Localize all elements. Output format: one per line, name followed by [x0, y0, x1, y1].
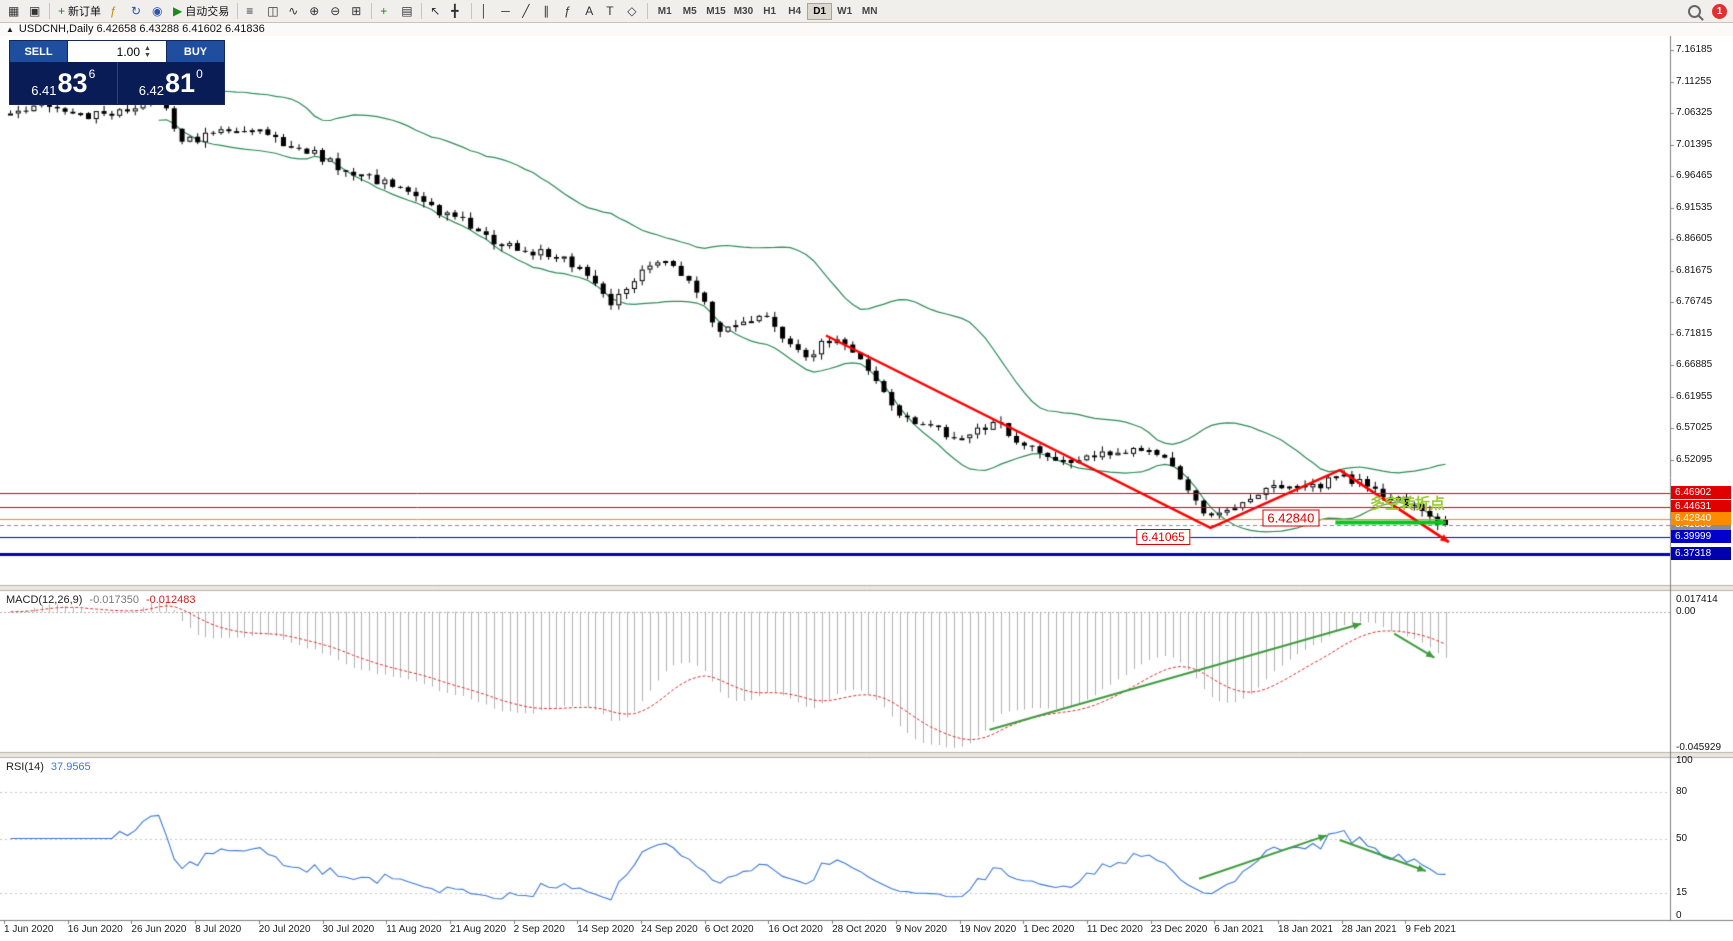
toolbar-separator: [647, 3, 649, 19]
fibonacci-icon: ƒ: [564, 4, 571, 18]
shapes-tool-icon: ◇: [627, 4, 637, 18]
price-line-label[interactable]: 6.37318: [1671, 546, 1731, 560]
sell-price-pips: 83: [57, 68, 88, 98]
templates-icon: ▤: [401, 4, 413, 18]
profiles-icon: ▣: [29, 4, 41, 18]
trendline-icon: ╱: [522, 4, 530, 18]
timeframe-button[interactable]: D1: [807, 2, 833, 20]
toolbar: ▦ ▣ + 新订单 ƒ ↻ ◉ ▶ 自动交易 ≡ ◫ ∿ ⊕ ⊖ ⊞ + ▤ ↖…: [0, 0, 1733, 23]
chart-collapse-icon: ▲: [6, 24, 14, 34]
new-order-button[interactable]: + 新订单: [54, 2, 105, 20]
channel-icon: ∥: [543, 4, 550, 18]
shapes-tool-button[interactable]: ◇: [623, 2, 643, 20]
spinner-up-icon[interactable]: ▲: [144, 44, 151, 52]
toolbar-separator: [371, 3, 373, 19]
buy-price[interactable]: 6.42 81 0: [118, 62, 225, 104]
auto-trading-label: 自动交易: [185, 6, 230, 18]
candlestick-icon: ◫: [267, 4, 279, 18]
line-chart-button[interactable]: ∿: [284, 2, 304, 20]
crosshair-icon: ╋: [451, 4, 459, 18]
indicator-window-button[interactable]: ƒ: [106, 2, 126, 20]
zoom-in-button[interactable]: ⊕: [305, 2, 325, 20]
buy-price-pips: 81: [165, 68, 196, 98]
templates-button[interactable]: ▤: [397, 2, 417, 20]
zoom-out-button[interactable]: ⊖: [326, 2, 346, 20]
candlestick-button[interactable]: ◫: [263, 2, 283, 20]
vertical-line-icon: │: [480, 4, 488, 18]
timeframe-button[interactable]: M5: [677, 3, 702, 20]
channel-button[interactable]: ∥: [539, 2, 559, 20]
timeframe-button[interactable]: H4: [782, 3, 807, 20]
volume-spinner[interactable]: ▲ ▼: [142, 45, 153, 59]
label-tool-button[interactable]: T: [602, 2, 622, 20]
toolbar-separator: [49, 3, 50, 19]
price-line-label[interactable]: 6.46902: [1671, 485, 1731, 499]
line-chart-icon: ∿: [288, 4, 299, 18]
add-indicator-button[interactable]: +: [376, 2, 396, 20]
new-chart-icon: ▦: [8, 4, 20, 18]
auto-trading-button[interactable]: ▶ 自动交易: [169, 2, 233, 20]
buy-button[interactable]: BUY: [166, 41, 224, 62]
alerts-button[interactable]: ◉: [148, 2, 168, 20]
price-annotation-level[interactable]: 6.42840: [1262, 509, 1320, 527]
cursor-icon: ↖: [430, 4, 441, 18]
alerts-icon: ◉: [152, 4, 163, 18]
toolbar-separator: [421, 3, 423, 19]
one-click-trading-panel: SELL ▲▼ BUY 6.41 83 6 6.42 81 0: [9, 40, 225, 105]
timeframe-button[interactable]: M15: [702, 3, 729, 20]
tile-windows-button[interactable]: ⊞: [347, 2, 367, 20]
new-order-icon: +: [58, 4, 66, 18]
price-line-label[interactable]: 6.44631: [1671, 500, 1731, 514]
buy-price-point: 0: [196, 67, 203, 81]
profiles-button[interactable]: ▣: [25, 2, 45, 20]
indicator-window-icon: ƒ: [110, 4, 117, 18]
bar-chart-icon: ≡: [246, 4, 254, 18]
bar-chart-button[interactable]: ≡: [242, 2, 262, 20]
history-icon: ↻: [131, 4, 142, 18]
sell-button[interactable]: SELL: [10, 41, 68, 62]
sell-price-big: 6.41: [31, 83, 57, 98]
volume-field: ▲▼: [68, 41, 166, 62]
zoom-in-icon: ⊕: [309, 4, 320, 18]
zoom-out-icon: ⊖: [330, 4, 341, 18]
timeframe-button[interactable]: H1: [757, 3, 782, 20]
timeframe-button[interactable]: M30: [730, 3, 757, 20]
timeframe-button[interactable]: W1: [832, 3, 857, 20]
timeframe-button[interactable]: M1: [652, 3, 677, 20]
cursor-tool-button[interactable]: ↖: [426, 2, 446, 20]
toolbar-separator: [237, 3, 239, 19]
chart-title-bar: ▲ USDCNH,Daily 6.42658 6.43288 6.41602 6…: [0, 22, 1733, 36]
trendline-button[interactable]: ╱: [518, 2, 538, 20]
notification-badge: 1: [1712, 3, 1727, 19]
price-annotation-low[interactable]: 6.41065: [1136, 528, 1190, 545]
history-center-button[interactable]: ↻: [127, 2, 147, 20]
volume-input[interactable]: [68, 43, 142, 60]
text-tool-button[interactable]: A: [581, 2, 601, 20]
timeframe-button[interactable]: MN: [857, 3, 882, 20]
fibonacci-button[interactable]: ƒ: [560, 2, 580, 20]
tile-windows-icon: ⊞: [351, 4, 362, 18]
timeframe-group: M1 M5 M15 M30 H1 H4 D1 W1 MN: [652, 2, 882, 20]
sell-price[interactable]: 6.41 83 6: [10, 62, 118, 104]
chart-title: USDCNH,Daily 6.42658 6.43288 6.41602 6.4…: [18, 23, 265, 35]
search-icon[interactable]: [1688, 4, 1701, 18]
buy-price-big: 6.42: [138, 83, 165, 98]
crosshair-tool-button[interactable]: ╋: [447, 2, 467, 20]
price-line-label[interactable]: 6.39999: [1671, 529, 1731, 543]
toolbar-separator: [471, 3, 473, 19]
turning-point-annotation[interactable]: 多空转折点: [1369, 495, 1445, 513]
new-order-label: 新订单: [68, 6, 102, 18]
label-tool-icon: T: [606, 4, 614, 18]
horizontal-line-button[interactable]: ─: [497, 2, 517, 20]
horizontal-line-icon: ─: [501, 4, 510, 18]
add-indicator-icon: +: [380, 4, 388, 18]
vertical-line-button[interactable]: │: [476, 2, 496, 20]
auto-trading-icon: ▶: [173, 4, 183, 18]
text-tool-icon: A: [585, 4, 594, 18]
spinner-down-icon[interactable]: ▼: [144, 51, 151, 59]
sell-price-point: 6: [88, 67, 96, 81]
price-line-label[interactable]: 6.42840: [1671, 511, 1731, 525]
new-chart-button[interactable]: ▦: [4, 2, 24, 20]
